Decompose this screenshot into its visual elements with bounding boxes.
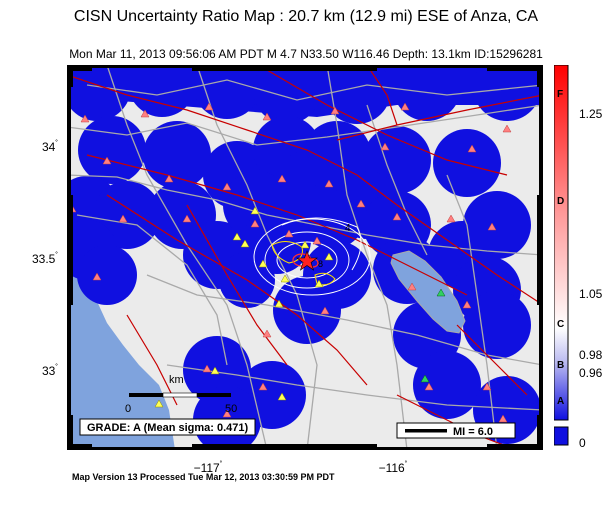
lon-label-117: −117˚ bbox=[193, 460, 223, 475]
colorbar-value-1-05: 1.05 bbox=[579, 287, 603, 301]
mi-legend: MI = 6.0 bbox=[396, 422, 516, 439]
colorbar-value-0-96: 0.96 bbox=[579, 366, 603, 380]
frame-ticks bbox=[67, 65, 543, 450]
uncertainty-colorbar bbox=[554, 65, 569, 446]
lat-label-33-5: 33.5˚ bbox=[31, 251, 58, 266]
colorbar-grade-d: D bbox=[557, 196, 565, 207]
uncertainty-contours bbox=[253, 217, 371, 296]
ocean bbox=[67, 265, 175, 450]
stations-green bbox=[420, 288, 446, 383]
roads bbox=[67, 65, 543, 450]
colorbar-grade-c: C bbox=[557, 319, 565, 330]
colorbar-grade-f: F bbox=[557, 89, 564, 100]
colorbar-value-0-98: 0.98 bbox=[579, 348, 603, 362]
colorbar-value-0: 0 bbox=[579, 436, 586, 450]
lat-label-34: 34˚ bbox=[41, 139, 58, 154]
faults bbox=[67, 65, 543, 450]
salton-sea bbox=[390, 250, 466, 334]
svg-text:50: 50 bbox=[225, 403, 237, 415]
svg-text:0: 0 bbox=[125, 403, 131, 415]
colorbar-grade-a: A bbox=[557, 396, 565, 407]
svg-text:MI = 6.0: MI = 6.0 bbox=[453, 426, 493, 438]
colorbar-grade-b: B bbox=[557, 360, 565, 371]
uncertainty-map: 4 8 bbox=[67, 65, 543, 450]
epicenter-star bbox=[296, 250, 318, 271]
scale-bar: km 0 50 bbox=[125, 374, 237, 415]
contour-label-8: 8 bbox=[318, 259, 323, 269]
svg-text:GRADE: A (Mean sigma: 0.471): GRADE: A (Mean sigma: 0.471) bbox=[87, 422, 249, 434]
lon-label-116: −116˚ bbox=[378, 460, 408, 475]
map-title: CISN Uncertainty Ratio Map : 20.7 km (12… bbox=[73, 8, 539, 25]
grade-box: GRADE: A (Mean sigma: 0.471) bbox=[79, 418, 256, 436]
svg-text:km: km bbox=[169, 374, 184, 386]
lat-label-33: 33˚ bbox=[41, 363, 58, 378]
colorbar-value-1-25: 1.25 bbox=[579, 107, 603, 121]
contour-label-4: 4 bbox=[345, 223, 351, 234]
stations-pink bbox=[67, 102, 512, 423]
map-version-footer: Map Version 13 Processed Tue Mar 12, 201… bbox=[72, 472, 335, 482]
event-subtitle: Mon Mar 11, 2013 09:56:06 AM PDT M 4.7 N… bbox=[69, 47, 543, 61]
stations-yellow bbox=[154, 206, 334, 408]
